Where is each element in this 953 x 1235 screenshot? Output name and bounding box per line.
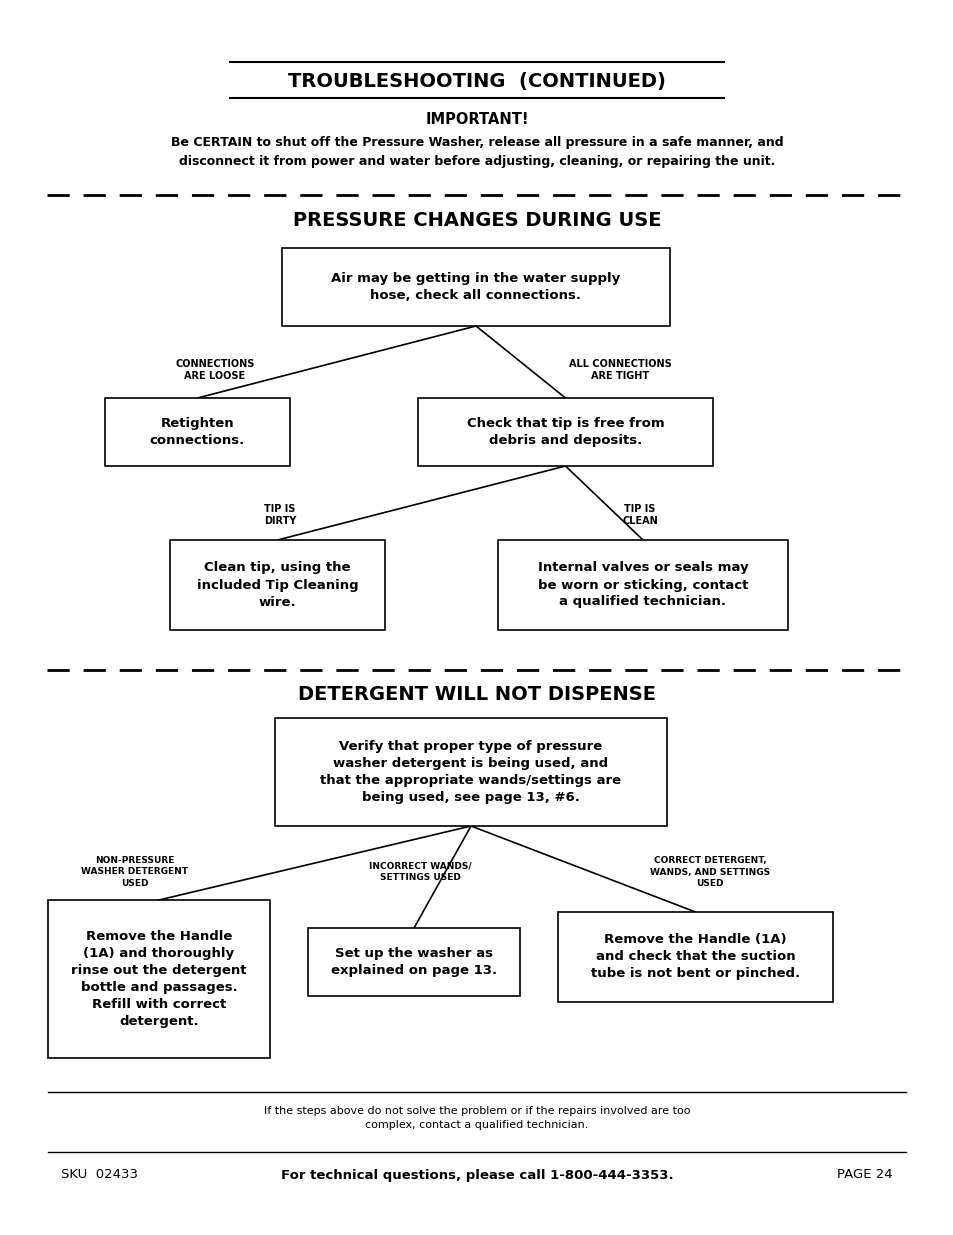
Text: Remove the Handle
(1A) and thoroughly
rinse out the detergent
bottle and passage: Remove the Handle (1A) and thoroughly ri… bbox=[71, 930, 247, 1028]
Text: If the steps above do not solve the problem or if the repairs involved are too
c: If the steps above do not solve the prob… bbox=[263, 1107, 690, 1130]
Text: IMPORTANT!: IMPORTANT! bbox=[425, 112, 528, 127]
Text: CORRECT DETERGENT,
WANDS, AND SETTINGS
USED: CORRECT DETERGENT, WANDS, AND SETTINGS U… bbox=[649, 856, 769, 888]
FancyBboxPatch shape bbox=[105, 398, 290, 466]
Text: TROUBLESHOOTING  (CONTINUED): TROUBLESHOOTING (CONTINUED) bbox=[288, 73, 665, 91]
Text: PAGE 24: PAGE 24 bbox=[837, 1168, 892, 1182]
FancyBboxPatch shape bbox=[558, 911, 832, 1002]
FancyBboxPatch shape bbox=[308, 927, 519, 995]
Text: INCORRECT WANDS/
SETTINGS USED: INCORRECT WANDS/ SETTINGS USED bbox=[368, 862, 471, 882]
FancyBboxPatch shape bbox=[274, 718, 666, 826]
FancyBboxPatch shape bbox=[282, 248, 669, 326]
Text: Retighten
connections.: Retighten connections. bbox=[150, 417, 245, 447]
Text: Remove the Handle (1A)
and check that the suction
tube is not bent or pinched.: Remove the Handle (1A) and check that th… bbox=[590, 934, 800, 981]
Text: Check that tip is free from
debris and deposits.: Check that tip is free from debris and d… bbox=[466, 417, 663, 447]
Text: SKU  02433: SKU 02433 bbox=[61, 1168, 138, 1182]
Text: For technical questions, please call 1-800-444-3353.: For technical questions, please call 1-8… bbox=[280, 1168, 673, 1182]
FancyBboxPatch shape bbox=[170, 540, 385, 630]
Text: PRESSURE CHANGES DURING USE: PRESSURE CHANGES DURING USE bbox=[293, 210, 660, 230]
FancyBboxPatch shape bbox=[497, 540, 787, 630]
Text: CONNECTIONS
ARE LOOSE: CONNECTIONS ARE LOOSE bbox=[175, 359, 254, 382]
Text: Internal valves or seals may
be worn or sticking, contact
a qualified technician: Internal valves or seals may be worn or … bbox=[537, 562, 747, 609]
Text: ALL CONNECTIONS
ARE TIGHT: ALL CONNECTIONS ARE TIGHT bbox=[568, 359, 671, 382]
Text: Verify that proper type of pressure
washer detergent is being used, and
that the: Verify that proper type of pressure wash… bbox=[320, 740, 621, 804]
Text: TIP IS
CLEAN: TIP IS CLEAN bbox=[621, 504, 658, 526]
Text: DETERGENT WILL NOT DISPENSE: DETERGENT WILL NOT DISPENSE bbox=[297, 685, 656, 704]
FancyBboxPatch shape bbox=[417, 398, 712, 466]
Text: NON-PRESSURE
WASHER DETERGENT
USED: NON-PRESSURE WASHER DETERGENT USED bbox=[81, 856, 189, 888]
Text: Set up the washer as
explained on page 13.: Set up the washer as explained on page 1… bbox=[331, 947, 497, 977]
Text: Clean tip, using the
included Tip Cleaning
wire.: Clean tip, using the included Tip Cleani… bbox=[196, 562, 358, 609]
Text: TIP IS
DIRTY: TIP IS DIRTY bbox=[264, 504, 295, 526]
Text: Air may be getting in the water supply
hose, check all connections.: Air may be getting in the water supply h… bbox=[331, 272, 620, 303]
Text: Be CERTAIN to shut off the Pressure Washer, release all pressure in a safe manne: Be CERTAIN to shut off the Pressure Wash… bbox=[171, 136, 782, 168]
FancyBboxPatch shape bbox=[48, 900, 270, 1058]
